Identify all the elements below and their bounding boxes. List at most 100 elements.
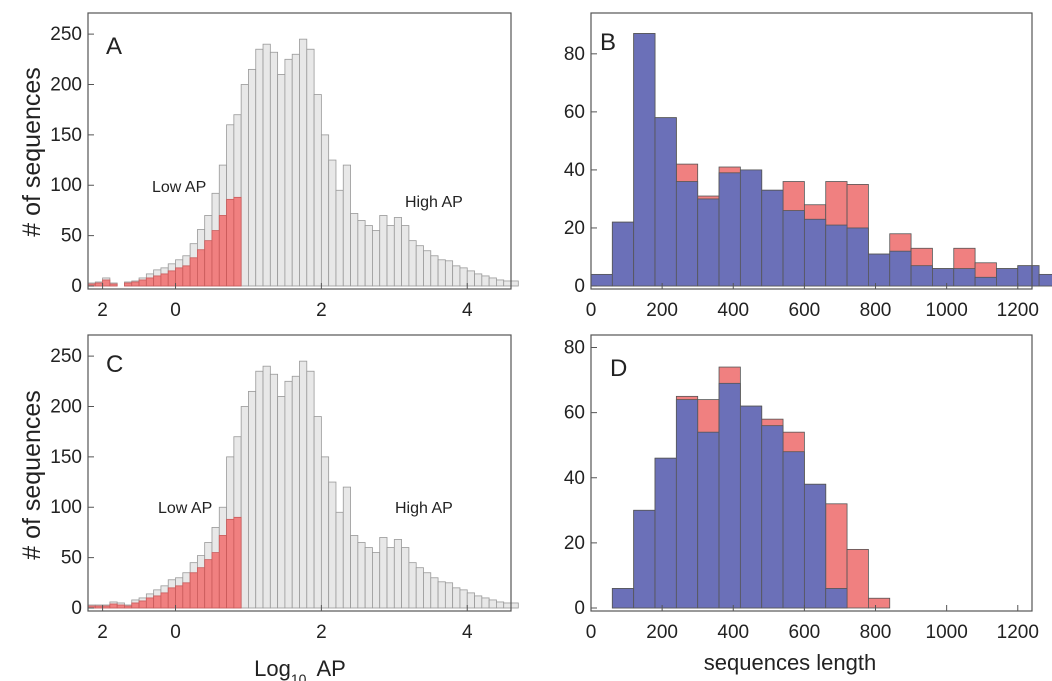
panel-c-bar-low <box>138 600 147 609</box>
panel-c-high-ap-label: High AP <box>395 500 453 517</box>
panel-b-letter: B <box>600 29 616 56</box>
panel-a-bar-background <box>452 265 461 287</box>
panel-a-ytick-label: 0 <box>71 276 82 297</box>
panel-c-bar-background <box>430 577 439 609</box>
panel-b-xtick-label: 800 <box>860 300 892 321</box>
panel-a-bar-background <box>496 279 505 287</box>
panel-b-xticks: 0 200 400 600 800 1000 1200 <box>586 283 1039 321</box>
panel-b-xtick-label: 600 <box>789 300 821 321</box>
panel-c-bar-background <box>444 582 454 609</box>
panel-c-bar-low <box>160 592 169 609</box>
panel-c-bar-background <box>474 595 483 609</box>
panel-b-bar-blue <box>868 253 891 287</box>
panel-c-bar-background <box>277 396 286 609</box>
panel-c-xtick-label: 0 <box>170 622 181 643</box>
panel-c-frame <box>87 334 512 612</box>
panel-c-xlabel-sub: 10 <box>291 671 307 681</box>
panel-c-bar-background <box>423 572 432 609</box>
panel-c-bar-background <box>415 567 424 609</box>
panel-d-ytick-label: 80 <box>564 338 585 359</box>
panel-a-bar-background <box>320 134 330 287</box>
panel-a-bar-background <box>255 48 264 287</box>
panel-c-xlabel-tail: AP <box>316 656 345 681</box>
panel-b-bar-blue <box>889 250 912 287</box>
panel-c-bar-background <box>262 365 271 609</box>
panel-a-bar-background <box>474 273 483 287</box>
panel-c-bar-background <box>240 406 249 609</box>
panel-a-bar-background <box>248 68 257 287</box>
panel-d-ytick-label: 60 <box>564 403 585 424</box>
panel-a-xtick-label: 0 <box>170 300 181 321</box>
panel-a-bar-background <box>423 250 432 287</box>
panel-a-bars <box>87 38 519 287</box>
panel-a-bar-low <box>153 275 162 287</box>
panel-c-bar-background <box>306 370 315 609</box>
panel-b-bar-blue <box>611 221 635 287</box>
panel-a-bar-background <box>342 164 351 287</box>
panel-d-xtick-label: 0 <box>586 622 597 643</box>
panel-d-bar-blue <box>739 405 763 609</box>
panel-c-bar-low <box>145 597 155 609</box>
panel-c-bar-low <box>116 604 125 609</box>
panel-b-xtick-label: 400 <box>717 300 749 321</box>
panel-d-bar-blue <box>825 588 848 609</box>
panel-a-bar-background <box>408 240 417 287</box>
panel-a-bar-background <box>488 277 497 287</box>
panel-b: 0 200 400 600 800 1000 1200 0 20 40 60 80 B <box>564 12 1052 321</box>
panel-a-bar-low <box>189 257 198 287</box>
panel-d-bar-blue <box>675 399 699 609</box>
panel-a-bar-background <box>306 48 315 287</box>
panel-c-xlabel-main: Log <box>254 656 291 681</box>
panel-a-xtick-label: 2 <box>316 300 327 321</box>
panel-c-bar-background <box>299 360 308 609</box>
panel-a-bar-background <box>335 189 344 287</box>
panel-a-ytick-label: 250 <box>50 24 82 45</box>
panel-c-bar-background <box>350 535 359 609</box>
panel-c-bar-low <box>211 552 220 609</box>
panel-a-bar-low <box>218 215 227 287</box>
panel-c-bar-background <box>437 581 446 609</box>
panel-a-bar-low <box>233 196 242 287</box>
panel-a-bar-background <box>291 53 300 287</box>
panel-c-bar-background <box>335 511 344 609</box>
panel-c-bar-low <box>153 595 162 609</box>
panel-b-bar-blue <box>633 33 656 287</box>
panel-b-bar-blue <box>996 268 1019 287</box>
panel-d: 0 200 400 600 800 1000 1200 0 20 40 60 80 D <box>564 334 1039 643</box>
panel-c-bar-low <box>124 605 133 609</box>
panel-c-bar-low <box>233 516 242 609</box>
panel-c-bar-background <box>328 481 337 609</box>
panel-a-bar-low <box>204 240 213 287</box>
panel-b-bar-blue <box>974 276 997 287</box>
panel-c-xtick-label: 2 <box>316 622 327 643</box>
panel-d-bar-blue <box>611 588 635 609</box>
panel-d-xlabel: sequences length <box>704 650 876 675</box>
panel-b-xtick-label: 0 <box>586 300 597 321</box>
panel-b-frame <box>590 12 1033 290</box>
panel-c-bar-background <box>372 552 381 609</box>
panel-a-bar-low <box>167 270 176 287</box>
panel-b-bar-blue <box>846 227 869 287</box>
panel-a-bar-background <box>393 217 403 287</box>
panel-b-ytick-label: 80 <box>564 44 585 65</box>
panel-c-bar-low <box>175 585 184 609</box>
panel-c-xtick-label: 2 <box>97 622 108 643</box>
panel-c-bars <box>87 360 519 609</box>
panel-a-xtick-label: 2 <box>97 300 108 321</box>
panel-a-ytick-label: 50 <box>61 226 82 247</box>
panel-c-bar-background <box>503 602 512 609</box>
panel-c-bar-background <box>255 370 264 609</box>
panel-d-xtick-label: 200 <box>646 622 678 643</box>
panel-c-bar-low <box>204 559 213 609</box>
panel-a-ytick-label: 100 <box>50 175 82 196</box>
panel-d-xtick-label: 600 <box>789 622 821 643</box>
panel-c-bar-background <box>313 416 322 609</box>
panel-b-bar-blue <box>590 273 613 287</box>
panel-c-low-ap-label: Low AP <box>158 500 212 517</box>
panel-d-bar-red <box>846 548 869 609</box>
panel-b-bar-blue <box>910 265 933 287</box>
panel-d-letter: D <box>610 355 627 382</box>
panel-a-bar-background <box>503 280 512 287</box>
